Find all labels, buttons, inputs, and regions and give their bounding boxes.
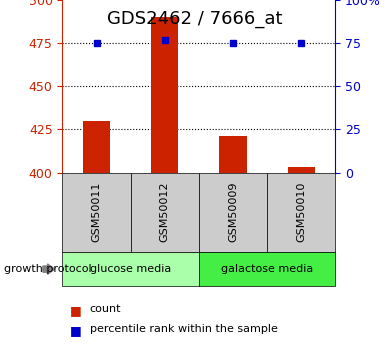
Text: ■: ■ [70, 304, 82, 317]
Text: GSM50011: GSM50011 [92, 182, 101, 242]
Bar [288, 167, 315, 172]
Text: glucose media: glucose media [90, 264, 171, 274]
Text: count: count [90, 304, 121, 314]
Text: GDS2462 / 7666_at: GDS2462 / 7666_at [107, 10, 283, 28]
Text: GSM50010: GSM50010 [296, 182, 306, 242]
Text: growth protocol: growth protocol [4, 264, 92, 274]
Bar [151, 17, 179, 172]
Bar [219, 136, 247, 172]
Text: GSM50012: GSM50012 [160, 182, 170, 243]
Text: ■: ■ [70, 324, 82, 337]
Text: GSM50009: GSM50009 [228, 182, 238, 243]
Text: percentile rank within the sample: percentile rank within the sample [90, 324, 278, 334]
Text: galactose media: galactose media [221, 264, 313, 274]
Bar [83, 121, 110, 172]
